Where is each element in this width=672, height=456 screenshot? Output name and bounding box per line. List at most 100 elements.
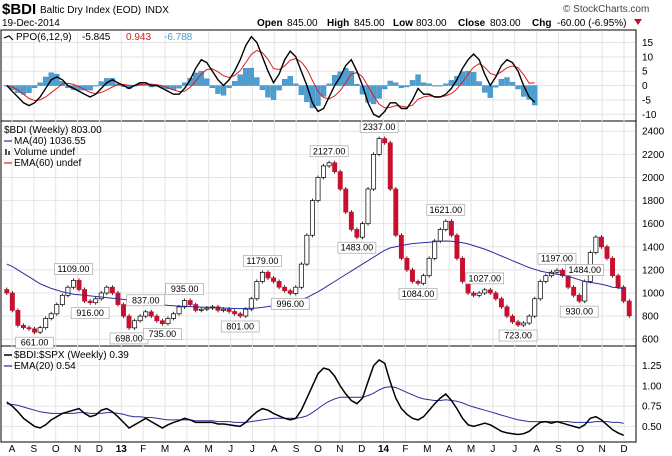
candle — [343, 188, 349, 213]
candle — [26, 327, 32, 330]
low-price-label: 1084.00 — [402, 289, 435, 299]
candle — [176, 306, 182, 315]
candle — [248, 298, 254, 310]
ppo-histogram-bar — [498, 79, 505, 86]
candle — [532, 298, 538, 317]
ppo-histogram-bar — [465, 71, 471, 86]
low-price-label: 916.00 — [76, 308, 104, 318]
ppo-hist-value: -6.788 — [164, 32, 193, 43]
price-label-box — [398, 287, 438, 300]
ppo-line — [6, 35, 536, 118]
y-tick-label: 600 — [642, 335, 659, 346]
ppo-histogram-bar — [198, 71, 204, 86]
candle — [604, 246, 610, 259]
candle — [237, 313, 243, 317]
candle — [560, 269, 565, 277]
candle — [198, 308, 204, 311]
price-label-box — [309, 145, 349, 158]
price-chart: 1109.00 837.00 935.00 1179.00 2127.00 2337.00… — [4, 121, 632, 349]
candle — [309, 200, 315, 236]
candle — [98, 292, 104, 300]
candle — [259, 271, 265, 282]
y-tick-label: -10 — [642, 110, 657, 121]
chg-label: Chg — [532, 18, 551, 29]
ppo-legend-value: -5.845 — [82, 32, 111, 43]
x-tick-label: M — [467, 444, 475, 455]
ratio-legend-title: $BDI:$SPX (Weekly) 0.39 — [14, 350, 129, 361]
candle — [304, 234, 310, 265]
x-tick-label: S — [31, 444, 38, 455]
price-label-box — [270, 298, 310, 310]
candle — [76, 280, 82, 290]
ema-legend-label: EMA(60) undef — [14, 158, 81, 169]
candle — [43, 318, 49, 329]
candle — [143, 311, 149, 317]
ppo-histogram-bar — [448, 80, 455, 86]
candle — [432, 240, 438, 259]
price-label-box — [54, 263, 93, 275]
ppo-histogram-bar — [504, 77, 510, 86]
candle — [504, 306, 510, 317]
candle — [137, 315, 143, 322]
high-price-label: 1197.00 — [541, 254, 573, 264]
candle — [232, 311, 238, 315]
candle — [282, 286, 288, 292]
ppo-histogram-bar — [393, 82, 399, 86]
candle — [126, 315, 132, 329]
ppo-histogram-bar — [37, 82, 43, 86]
candle — [109, 286, 115, 294]
candle — [187, 300, 193, 305]
high-price-label: 935.00 — [171, 284, 199, 294]
price-label-box — [426, 203, 466, 216]
y-tick-label: 1.00 — [642, 381, 662, 392]
ppo-histogram-bar — [209, 85, 216, 88]
ppo-histogram-bar — [382, 85, 388, 90]
ppo-signal-line — [6, 49, 535, 109]
x-tick-label: O — [576, 444, 584, 455]
candle — [48, 313, 54, 319]
candle — [448, 220, 454, 236]
ppo-histogram-bar — [509, 81, 516, 86]
x-tick-label: J — [490, 444, 495, 455]
price-legend: $BDI (Weekly) 803.00 MA(40) 1036.55 Volu… — [4, 125, 102, 169]
candle — [371, 154, 377, 190]
ppo-histogram-bar — [193, 72, 199, 86]
candle — [132, 320, 138, 329]
volume-legend-label: Volume undef — [14, 147, 75, 158]
ppo-legend: PPO(6,12,9) -5.845 0.943 -6.788 — [3, 32, 193, 43]
x-tick-label: A — [446, 444, 453, 455]
price-label-box — [220, 320, 260, 333]
x-tick-label: M — [205, 444, 213, 455]
ppo-histogram-bar — [298, 85, 304, 95]
low-price-label: 801.00 — [226, 321, 254, 331]
x-tick-label: 14 — [378, 444, 390, 455]
x-tick-label: J — [512, 444, 517, 455]
candle — [104, 286, 110, 294]
index-name: Baltic Dry Index (EOD) — [40, 5, 141, 16]
candle — [443, 220, 449, 230]
ppo-histogram-bar — [98, 81, 104, 86]
candle — [376, 138, 382, 155]
y-tick-label: 800 — [642, 312, 659, 323]
candle — [565, 275, 571, 288]
ratio-ema-label: EMA(20) 0.54 — [14, 361, 76, 372]
candle — [159, 320, 165, 324]
ppo-histogram-bar — [220, 85, 227, 96]
candle — [537, 281, 543, 300]
candle — [426, 257, 432, 277]
candle — [348, 211, 354, 230]
ppo-histogram-bar — [520, 85, 527, 97]
candle — [32, 328, 38, 333]
price-legend-title: $BDI (Weekly) 803.00 — [4, 125, 102, 136]
chg-value: -60.00 (-6.95%) — [557, 18, 626, 29]
candle — [404, 257, 410, 271]
candle — [571, 286, 577, 296]
ppo-histogram-bar — [109, 78, 116, 86]
ppo-histogram-bar — [437, 85, 443, 87]
candle — [4, 289, 10, 294]
candle — [215, 306, 221, 311]
y-tick-label: 1200 — [642, 265, 665, 276]
x-tick-label: A — [184, 444, 191, 455]
ppo-histogram-bar — [470, 72, 477, 86]
candle — [65, 286, 71, 296]
